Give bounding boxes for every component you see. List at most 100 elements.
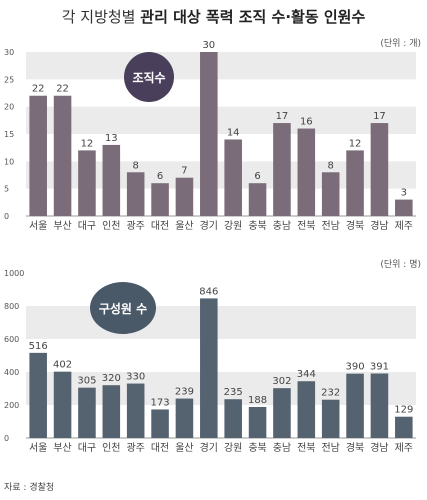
chart2-value-label: 239 xyxy=(175,387,194,398)
chart1-category-label: 서울 xyxy=(29,220,47,232)
chart1-value-label: 14 xyxy=(227,127,240,138)
chart1-bar-서울 xyxy=(29,95,47,216)
chart1-category-label: 대전 xyxy=(151,220,169,232)
chart2-y-tick-label: 0 xyxy=(4,434,9,443)
chart2-bar-제주 xyxy=(395,416,413,438)
chart2-category-label: 대구 xyxy=(78,442,96,454)
chart1-category-label: 경남 xyxy=(370,219,388,232)
chart2-bar-충남 xyxy=(273,388,291,438)
chart2-bar-충북 xyxy=(248,406,267,438)
chart1-bar-경남 xyxy=(370,123,389,216)
chart2-category-label: 서울 xyxy=(29,442,47,454)
chart2-value-label: 235 xyxy=(224,387,243,398)
chart2-y-tick-label: 600 xyxy=(4,335,19,344)
chart2-value-label: 390 xyxy=(346,362,365,373)
chart2-category-label: 광주 xyxy=(126,442,144,454)
chart1-y-tick-label: 10 xyxy=(4,157,14,166)
chart-title-bold: 관리 대상 폭력 조직 수·활동 인원수 xyxy=(140,8,366,26)
chart2-category-label: 충남 xyxy=(273,442,291,454)
chart2-bar-대전 xyxy=(151,409,169,438)
chart1-grid-band xyxy=(26,106,416,134)
chart1-value-label: 8 xyxy=(133,160,139,171)
chart2-bar-인천 xyxy=(102,385,121,438)
chart2-y-tick-label: 1000 xyxy=(4,269,24,278)
chart2-value-label: 516 xyxy=(29,341,48,352)
chart1-bar-인천 xyxy=(102,144,121,216)
chart2-category-label: 인천 xyxy=(102,442,120,454)
chart1-category-label: 경기 xyxy=(200,219,218,232)
chart2-y-tick-label: 400 xyxy=(4,368,19,377)
chart2-unit-label: (단위 : 명) xyxy=(380,260,421,270)
chart1-bar-전북 xyxy=(297,128,316,216)
chart1-category-label: 충북 xyxy=(248,220,266,232)
chart1-value-label: 6 xyxy=(157,171,163,182)
chart1-y-tick-label: 15 xyxy=(4,130,14,139)
chart2-bar-경기 xyxy=(200,298,218,438)
chart1-category-label: 제주 xyxy=(395,220,413,232)
chart2-category-label: 충북 xyxy=(248,442,266,454)
chart1-y-tick-label: 25 xyxy=(4,75,14,84)
chart2-bar-광주 xyxy=(126,383,145,438)
chart1-bar-광주 xyxy=(126,172,145,216)
chart1-value-label: 16 xyxy=(300,117,313,128)
chart1-value-label: 8 xyxy=(328,160,334,171)
chart2-value-label: 188 xyxy=(248,395,267,406)
chart1-category-label: 울산 xyxy=(175,220,193,232)
chart1-bar-충남 xyxy=(273,123,291,216)
chart2-category-label: 경북 xyxy=(346,441,364,454)
chart1-category-label: 전남 xyxy=(321,220,339,232)
chart-title: 각 지방청별 관리 대상 폭력 조직 수·활동 인원수 xyxy=(0,6,427,27)
chart2-bar-전남 xyxy=(321,399,340,438)
chart1-value-label: 17 xyxy=(276,111,289,122)
chart2-bar-경남 xyxy=(370,373,389,438)
chart1-value-label: 12 xyxy=(349,138,362,149)
chart1-value-label: 22 xyxy=(32,84,45,95)
chart2-category-label: 울산 xyxy=(175,442,193,454)
chart2-bar-울산 xyxy=(175,398,194,438)
chart2-bar-부산 xyxy=(53,371,72,438)
chart2-badge: 구성원 수 xyxy=(90,282,156,334)
chart1-bar-경기 xyxy=(200,52,218,216)
chart2-value-label: 305 xyxy=(77,376,96,387)
chart2-bar-경북 xyxy=(346,373,364,438)
chart2-category-label: 전북 xyxy=(297,442,315,454)
chart1-badge: 조직수 xyxy=(124,52,174,102)
chart1-y-tick-label: 0 xyxy=(4,212,9,221)
chart1-bar-대전 xyxy=(151,183,169,216)
chart2-category-label: 경남 xyxy=(370,441,388,454)
chart1-bar-대구 xyxy=(78,150,96,216)
chart2-value-label: 232 xyxy=(321,388,340,399)
chart2-value-label: 330 xyxy=(126,372,145,383)
chart1-bar-울산 xyxy=(175,177,194,216)
chart2-grid-band xyxy=(26,306,416,339)
chart1-grid-band xyxy=(26,52,416,80)
chart1-y-tick-label: 5 xyxy=(4,185,9,194)
chart1-value-label: 12 xyxy=(81,138,94,149)
chart2-value-label: 320 xyxy=(102,373,121,384)
chart2-category-label: 부산 xyxy=(53,442,71,454)
chart1-category-label: 광주 xyxy=(126,220,144,232)
chart1-y-tick-label: 20 xyxy=(4,103,14,112)
chart2-bar-대구 xyxy=(78,387,96,438)
chart1-bar-부산 xyxy=(53,95,72,216)
chart1-category-label: 전북 xyxy=(297,220,315,232)
chart2-value-label: 391 xyxy=(370,361,389,372)
chart-title-light: 각 지방청별 xyxy=(61,8,136,26)
chart2-bar-강원 xyxy=(224,399,242,438)
chart2-category-label: 제주 xyxy=(395,442,413,454)
chart1-category-label: 부산 xyxy=(53,220,71,232)
chart2-value-label: 173 xyxy=(151,397,170,408)
chart2-value-label: 846 xyxy=(199,286,218,297)
chart1-value-label: 7 xyxy=(181,166,187,177)
chart2-category-label: 경기 xyxy=(200,441,218,454)
chart1-value-label: 13 xyxy=(105,133,118,144)
chart2-y-tick-label: 800 xyxy=(4,302,19,311)
chart1-bar-제주 xyxy=(395,199,413,216)
chart2-value-label: 302 xyxy=(272,376,291,387)
chart1-value-label: 6 xyxy=(254,171,260,182)
chart2-y-tick-label: 200 xyxy=(4,401,19,410)
chart1-unit-label: (단위 : 개) xyxy=(380,39,421,49)
chart2-bar-서울 xyxy=(29,352,47,438)
chart1-bar-강원 xyxy=(224,139,242,216)
